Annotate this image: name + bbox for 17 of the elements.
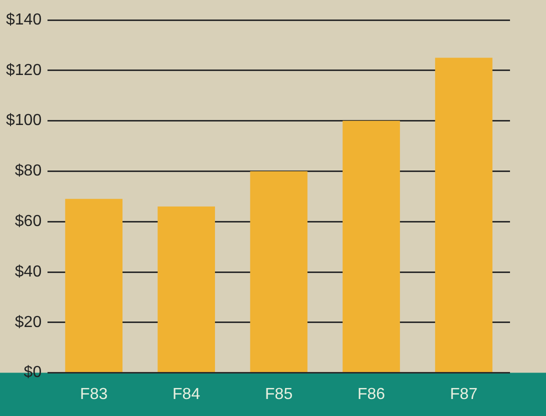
x-tick-label: F83: [80, 386, 108, 403]
bar: [342, 120, 400, 372]
y-tick-label: $60: [14, 213, 42, 230]
y-tick-label: $20: [14, 314, 42, 331]
y-tick-label: $140: [6, 11, 42, 28]
bar: [65, 198, 123, 372]
bar: [435, 58, 492, 372]
bar: [158, 206, 215, 372]
x-tick-label: F85: [265, 386, 293, 403]
y-tick-label: $80: [14, 162, 42, 180]
x-tick-label: F87: [450, 386, 478, 403]
y-tick-label: $100: [6, 112, 42, 130]
x-tick-label: F84: [172, 386, 200, 403]
x-tick-label: F86: [357, 386, 386, 403]
y-tick-label: $40: [14, 263, 42, 280]
y-tick-label: $120: [6, 62, 42, 79]
bar: [250, 171, 308, 372]
